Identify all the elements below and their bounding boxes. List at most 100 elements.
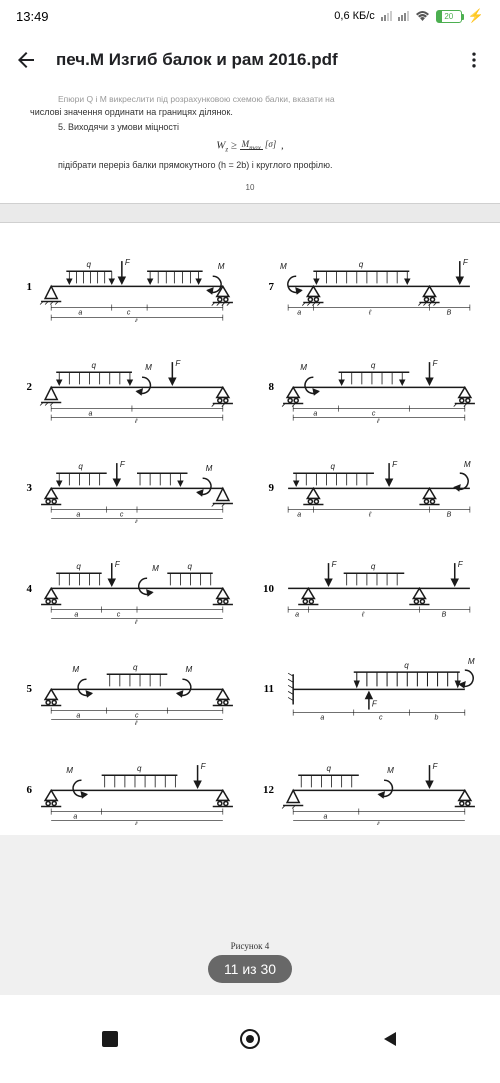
svg-text:q: q (137, 764, 142, 773)
svg-text:F: F (433, 762, 439, 771)
beam-diagram: 1 q F (20, 251, 238, 322)
svg-text:ℓ: ℓ (376, 419, 380, 423)
svg-text:a: a (73, 813, 77, 820)
svg-text:B: B (447, 511, 452, 518)
svg-text:F: F (372, 699, 378, 708)
svg-text:F: F (332, 560, 338, 569)
svg-text:M: M (464, 460, 471, 469)
svg-text:M: M (206, 464, 213, 473)
document-title: печ.М Изгиб балок и рам 2016.pdf (56, 50, 444, 70)
system-nav-bar (0, 995, 500, 1083)
svg-text:M: M (145, 363, 152, 372)
data-rate: 0,6 КБ/с (334, 10, 375, 22)
svg-text:q: q (331, 462, 336, 471)
svg-text:M: M (468, 657, 475, 666)
beam-diagram: 12 q M F a ℓ (262, 755, 480, 826)
svg-text:ℓ: ℓ (376, 821, 380, 825)
pdf-page-figures: 1 q F (0, 223, 500, 835)
svg-text:a: a (89, 410, 93, 417)
body-text: Епюри Q і М викреслити під розрахунковою… (30, 94, 470, 106)
svg-text:ℓ: ℓ (134, 620, 138, 624)
svg-text:a: a (74, 612, 78, 619)
svg-text:q: q (359, 260, 364, 269)
beam-diagram: 7 M q F (262, 251, 480, 322)
beam-diagram: 2 q M F a ℓ (20, 352, 238, 423)
status-bar: 13:49 0,6 КБ/с 20 ⚡ (0, 0, 500, 32)
more-options-button[interactable] (460, 46, 488, 74)
svg-text:F: F (175, 359, 181, 368)
svg-text:B: B (447, 310, 452, 317)
body-text: підібрати переріз балки прямокутного (h … (30, 159, 470, 172)
svg-text:a: a (78, 310, 82, 317)
document-viewport[interactable]: Епюри Q і М викреслити під розрахунковою… (0, 88, 500, 995)
svg-text:c: c (127, 310, 131, 317)
body-text: 5. Виходячи з умови міцності (30, 121, 470, 134)
svg-text:M: M (185, 665, 192, 674)
beam-diagram: 5 M q M ac ℓ (20, 654, 238, 725)
svg-text:ℓ: ℓ (134, 319, 138, 322)
svg-text:F: F (115, 560, 121, 569)
svg-text:a: a (323, 813, 327, 820)
svg-text:M: M (280, 262, 287, 271)
page-number: 10 (30, 182, 470, 193)
svg-text:ℓ: ℓ (134, 419, 138, 423)
back-button[interactable] (12, 46, 40, 74)
svg-text:F: F (201, 762, 207, 771)
battery-icon: 20 (436, 10, 462, 23)
svg-text:M: M (72, 665, 79, 674)
svg-text:ℓ: ℓ (134, 519, 138, 523)
svg-text:ℓ: ℓ (361, 612, 365, 619)
home-button[interactable] (234, 1023, 266, 1055)
svg-text:c: c (379, 715, 383, 722)
back-system-button[interactable] (374, 1023, 406, 1055)
svg-text:B: B (442, 612, 447, 619)
beam-diagram: 9 q F M aℓB (262, 453, 480, 524)
svg-text:a: a (297, 511, 301, 518)
svg-text:q: q (76, 562, 81, 571)
figure-grid: 1 q F (20, 251, 480, 825)
svg-text:q: q (92, 361, 97, 370)
svg-text:M: M (300, 363, 307, 372)
svg-text:q: q (326, 764, 331, 773)
beam-diagram: 10 F q F aℓB (262, 553, 480, 624)
svg-text:q: q (133, 663, 138, 672)
clock: 13:49 (16, 9, 49, 24)
svg-text:M: M (66, 766, 73, 775)
svg-text:a: a (76, 511, 80, 518)
svg-text:ℓ: ℓ (368, 310, 372, 317)
svg-text:b: b (435, 715, 439, 722)
svg-text:ℓ: ℓ (368, 511, 372, 518)
beam-diagram: 8 M q F ac ℓ (262, 352, 480, 423)
svg-text:c: c (120, 511, 124, 518)
svg-text:q: q (78, 462, 83, 471)
charging-icon: ⚡ (468, 8, 484, 24)
svg-text:ℓ: ℓ (134, 721, 138, 725)
formula: Wz ≥ Mmax[σ] , (30, 138, 470, 155)
svg-text:c: c (135, 713, 139, 720)
svg-text:M: M (152, 564, 159, 573)
svg-text:F: F (120, 460, 126, 469)
signal-2-icon (398, 11, 409, 21)
beam-diagram: 6 M q F a ℓ (20, 755, 238, 826)
beam-diagram: 3 q F M ac ℓ (20, 453, 238, 524)
svg-text:M: M (387, 766, 394, 775)
svg-text:c: c (372, 410, 376, 417)
svg-text:a: a (76, 713, 80, 720)
svg-text:a: a (313, 410, 317, 417)
body-text: числові значення ординати на границях ді… (30, 106, 470, 119)
svg-text:q: q (187, 562, 192, 571)
signal-1-icon (381, 11, 392, 21)
recent-apps-button[interactable] (94, 1023, 126, 1055)
svg-text:F: F (433, 359, 439, 368)
svg-text:ℓ: ℓ (134, 821, 138, 825)
svg-text:a: a (320, 715, 324, 722)
svg-text:q: q (371, 562, 376, 571)
svg-text:M: M (218, 262, 225, 271)
svg-text:q: q (404, 661, 409, 670)
wifi-icon (415, 10, 430, 22)
svg-text:a: a (297, 310, 301, 317)
svg-text:q: q (371, 361, 376, 370)
pdf-page-top: Епюри Q і М викреслити під розрахунковою… (0, 88, 500, 203)
beam-diagram: 11 q M F acb (262, 654, 480, 725)
svg-text:F: F (392, 460, 398, 469)
